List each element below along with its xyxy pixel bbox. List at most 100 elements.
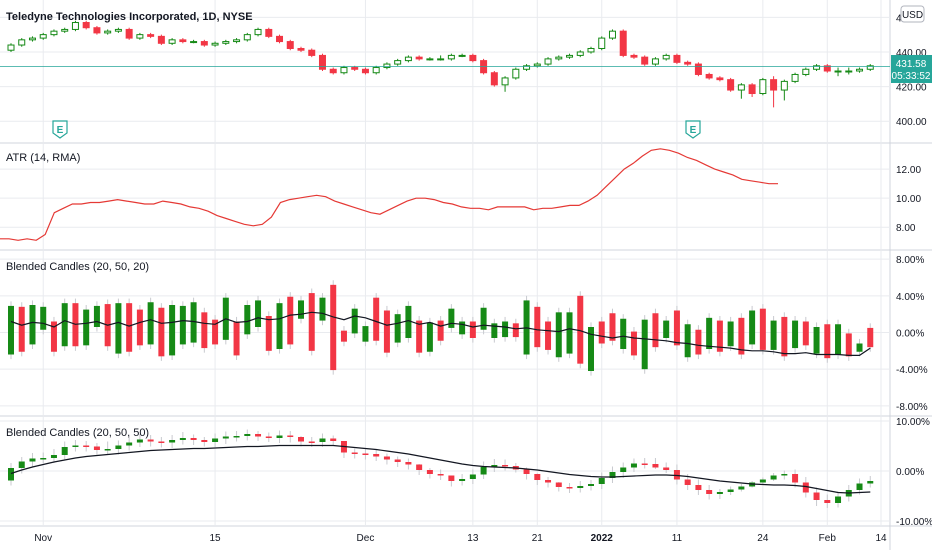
blended-candle <box>684 324 691 358</box>
blended-candle <box>351 452 358 454</box>
blended-candle <box>867 327 874 348</box>
blended-candle <box>534 306 541 348</box>
y-tick-label: 4.00% <box>896 292 924 303</box>
blended-candle <box>83 445 90 447</box>
blended-candle <box>802 482 809 493</box>
blended-candle <box>716 492 723 494</box>
price-candle <box>50 30 58 36</box>
blended-candle <box>330 438 337 441</box>
price-candle <box>437 58 445 61</box>
x-tick-label: 13 <box>467 533 479 544</box>
price-candle <box>190 41 198 44</box>
price-candle <box>447 54 455 60</box>
price-candle <box>265 28 273 37</box>
currency-label: USD <box>902 10 923 21</box>
blended-candle <box>383 456 390 460</box>
price-candle <box>737 84 745 91</box>
blended-candle <box>362 453 369 455</box>
y-tick-label: 8.00 <box>896 223 916 234</box>
price-candle <box>576 51 584 56</box>
blended-candle <box>577 295 584 364</box>
price-candle <box>136 34 144 39</box>
price-candle <box>372 67 380 74</box>
blended-candle <box>201 312 208 349</box>
blended-candle <box>598 321 605 344</box>
blended-candle <box>706 490 713 494</box>
price-candle <box>7 44 15 51</box>
price-candle <box>18 39 26 46</box>
blended-candle <box>136 439 143 443</box>
blended-candle <box>18 306 25 352</box>
blended-candle <box>276 303 283 349</box>
blended-candle <box>469 474 476 479</box>
blended-candle <box>469 321 476 338</box>
blended-baseline-line <box>10 311 871 356</box>
blended-20-title: Blended Candles (20, 50, 20) <box>6 261 149 273</box>
y-tick-label: 10.00 <box>896 194 921 205</box>
price-candle <box>254 28 262 36</box>
blended-candle <box>856 483 863 490</box>
blended-candle <box>190 438 197 440</box>
price-candle <box>469 54 477 62</box>
x-tick-label: 24 <box>757 533 769 544</box>
price-candle <box>361 68 369 74</box>
price-countdown: 05:33:52 <box>892 71 931 82</box>
blended-candle <box>781 474 788 476</box>
blended-candle <box>50 455 57 458</box>
blended-candle <box>405 462 412 465</box>
y-tick-label: -4.00% <box>896 365 928 376</box>
blended-candle <box>813 327 820 354</box>
price-candle <box>533 63 541 67</box>
price-candle <box>394 60 402 65</box>
x-tick-label: 14 <box>875 533 887 544</box>
y-tick-label: 12.00 <box>896 165 921 176</box>
blended-candle <box>29 305 36 345</box>
blended-candle <box>663 467 670 470</box>
blended-candle <box>835 496 842 503</box>
price-candle <box>759 79 767 95</box>
blended-candle <box>40 306 47 330</box>
blended-candle <box>179 438 186 440</box>
blended-candle <box>448 475 455 481</box>
price-candle <box>566 54 574 58</box>
blended-candle <box>319 438 326 442</box>
blended-candle <box>362 326 369 342</box>
blended-candle <box>835 324 842 355</box>
blended-candle <box>609 472 616 478</box>
blended-candle <box>265 436 272 438</box>
blended-candle <box>61 447 68 455</box>
mark-layer <box>0 20 890 508</box>
blended-candle <box>630 331 637 356</box>
blended-candle <box>83 309 90 346</box>
x-tick-label: 2022 <box>591 533 614 544</box>
blended-candle <box>727 321 734 347</box>
earnings-marker[interactable]: E <box>52 120 68 139</box>
blended-candle <box>426 470 433 474</box>
price-candle <box>813 65 821 70</box>
price-candle <box>694 63 702 75</box>
price-candle <box>39 34 47 39</box>
blended-candle <box>620 467 627 472</box>
blended-candle <box>179 305 186 345</box>
price-candle <box>340 67 348 74</box>
earnings-marker[interactable]: E <box>685 120 701 139</box>
blended-50-title: Blended Candles (20, 50, 50) <box>6 427 149 439</box>
price-candle <box>61 28 69 32</box>
atr-title: ATR (14, RMA) <box>6 152 80 164</box>
blended-candle <box>770 320 777 350</box>
price-candle <box>157 35 165 44</box>
blended-candle <box>147 302 154 345</box>
blended-candle <box>255 434 262 437</box>
blended-candle <box>673 310 680 346</box>
currency-button[interactable]: USD <box>900 5 925 23</box>
blended-candle <box>233 321 240 356</box>
price-candle <box>168 39 176 44</box>
blended-candle <box>147 439 154 442</box>
price-candle <box>587 47 595 53</box>
blended-candle <box>298 300 304 319</box>
blended-candle <box>770 475 777 480</box>
blended-candle <box>298 437 304 442</box>
price-candle <box>856 68 864 72</box>
blended-candle <box>523 469 530 474</box>
